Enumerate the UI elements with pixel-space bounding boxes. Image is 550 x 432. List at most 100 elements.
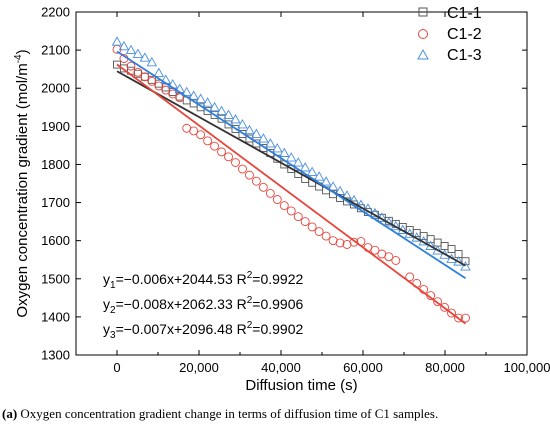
data-point-circle bbox=[161, 85, 171, 95]
x-axis-label: Diffusion time (s) bbox=[245, 377, 357, 394]
data-point-circle bbox=[405, 272, 415, 282]
data-point-triangle bbox=[244, 124, 255, 135]
data-point-triangle bbox=[139, 52, 151, 62]
x-tick-label: 40,000 bbox=[261, 360, 301, 375]
y-tick-label: 1900 bbox=[41, 119, 70, 134]
data-point-circle bbox=[314, 227, 324, 236]
equation-annotations: y1=−0.006x+2044.53 R2=0.9922 y2=−0.008x+… bbox=[103, 270, 304, 341]
data-point-triangle bbox=[188, 90, 199, 100]
data-point-triangle bbox=[265, 138, 276, 148]
data-point-circle bbox=[433, 297, 443, 307]
data-point-circle bbox=[328, 236, 338, 246]
data-point-square bbox=[245, 134, 254, 143]
caption-text: Oxygen concentration gradient change in … bbox=[20, 406, 439, 421]
data-point-circle bbox=[231, 158, 240, 167]
data-point-circle bbox=[321, 231, 331, 241]
data-point-triangle bbox=[216, 105, 227, 116]
data-point-circle bbox=[454, 313, 463, 323]
x-tick-label: 0 bbox=[113, 360, 120, 375]
equation-1: y1=−0.006x+2044.53 R2=0.9922 bbox=[103, 270, 304, 291]
data-point-circle bbox=[279, 201, 289, 211]
data-point-square bbox=[231, 125, 240, 133]
data-point-circle bbox=[258, 182, 268, 192]
data-point-circle bbox=[154, 81, 164, 91]
data-point-circle bbox=[196, 130, 206, 140]
data-point-circle bbox=[300, 217, 310, 227]
y-tick-label: 1800 bbox=[41, 157, 70, 172]
data-point-triangle bbox=[153, 67, 165, 77]
data-point-circle bbox=[203, 136, 213, 146]
data-point-triangle bbox=[125, 44, 137, 55]
chart: 0 20,000 40,000 60,000 80,000 100,000 1300 1400… bbox=[13, 5, 550, 395]
y-tick-label: 2200 bbox=[41, 5, 70, 20]
data-point-triangle bbox=[279, 147, 290, 157]
data-point-square bbox=[224, 120, 233, 129]
data-point-circle bbox=[461, 313, 470, 323]
legend-label-c1-3: C1-3 bbox=[447, 47, 482, 64]
fit-line-c1-2 bbox=[116, 63, 467, 325]
legend-item-c1-3: C1-3 bbox=[417, 47, 482, 64]
data-point-square bbox=[433, 238, 442, 247]
data-point-circle bbox=[447, 308, 457, 318]
data-point-triangle bbox=[292, 157, 304, 167]
data-point-triangle bbox=[146, 56, 158, 67]
y-tick-label: 1600 bbox=[41, 233, 70, 248]
data-point-circle bbox=[384, 252, 394, 262]
data-point-circle bbox=[265, 188, 275, 198]
axes: 0 20,000 40,000 60,000 80,000 100,000 1300 1400… bbox=[41, 5, 550, 376]
data-point-triangle bbox=[181, 86, 192, 96]
data-point-triangle bbox=[195, 93, 206, 103]
data-point-triangle bbox=[327, 181, 339, 191]
legend-circle-marker bbox=[418, 29, 428, 39]
data-point-circle bbox=[251, 176, 261, 186]
data-point-triangle bbox=[209, 101, 220, 112]
data-point-triangle bbox=[355, 199, 367, 209]
data-point-circle bbox=[147, 76, 157, 86]
x-tick-label: 100,000 bbox=[504, 360, 550, 375]
legend-item-c1-1: C1-1 bbox=[418, 5, 482, 22]
data-point-triangle bbox=[272, 143, 283, 153]
data-point-circle bbox=[126, 61, 136, 71]
data-point-triangle bbox=[460, 261, 471, 271]
y-tick-label: 1300 bbox=[41, 348, 70, 363]
y-tick-label: 1500 bbox=[41, 271, 70, 286]
data-point-triangle bbox=[299, 162, 311, 172]
y-tick-label: 1700 bbox=[41, 195, 70, 210]
x-tick-label: 20,000 bbox=[179, 360, 219, 375]
y-axis-label: Oxygen concentration gradient (mol/m-4) bbox=[13, 49, 31, 317]
x-tick-label: 80,000 bbox=[425, 360, 465, 375]
data-point-square bbox=[440, 242, 449, 250]
data-point-triangle bbox=[111, 36, 123, 46]
fit-line-c1-1 bbox=[116, 70, 466, 267]
figure-caption: (a) Oxygen concentration gradient change… bbox=[2, 406, 548, 422]
data-point-triangle bbox=[432, 245, 443, 255]
data-point-triangle bbox=[320, 176, 332, 186]
data-point-circle bbox=[349, 237, 359, 247]
data-point-circle bbox=[272, 195, 282, 204]
series-c1-3 bbox=[111, 36, 471, 271]
data-point-triangle bbox=[313, 171, 325, 181]
data-point-circle bbox=[238, 164, 247, 174]
data-point-circle bbox=[140, 72, 150, 82]
equation-2: y2=−0.008x+2062.33 R2=0.9906 bbox=[103, 295, 304, 316]
data-point-triangle bbox=[230, 114, 241, 124]
series-c1-2 bbox=[112, 44, 470, 323]
data-point-triangle bbox=[202, 97, 213, 107]
legend-item-c1-2: C1-2 bbox=[418, 26, 482, 43]
y-tick-label: 2100 bbox=[41, 43, 70, 58]
equation-3: y3=−0.007x+2096.48 R2=0.9902 bbox=[103, 320, 304, 341]
data-point-circle bbox=[307, 222, 317, 232]
plot-area bbox=[111, 36, 471, 325]
caption-tag: (a) bbox=[2, 406, 18, 421]
plot-frame bbox=[75, 11, 528, 356]
data-point-triangle bbox=[258, 133, 269, 143]
y-tick-label: 1400 bbox=[41, 309, 70, 324]
data-point-circle bbox=[335, 238, 345, 248]
data-point-circle bbox=[224, 152, 233, 162]
y-axis-label-superscript: -4 bbox=[13, 54, 24, 63]
legend-label-c1-2: C1-2 bbox=[447, 26, 482, 43]
fit-line-c1-3 bbox=[116, 50, 466, 279]
data-point-circle bbox=[440, 302, 450, 312]
legend-triangle-marker bbox=[417, 48, 429, 60]
data-point-circle bbox=[391, 256, 401, 265]
